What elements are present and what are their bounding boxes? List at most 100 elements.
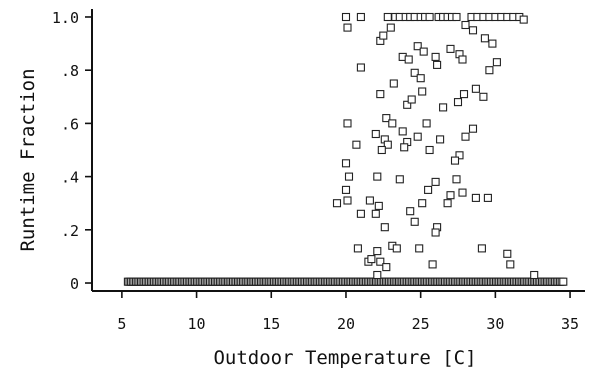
data-point xyxy=(477,244,486,253)
data-point xyxy=(352,140,361,149)
data-point xyxy=(343,119,352,128)
data-point xyxy=(425,12,434,22)
data-point xyxy=(468,124,478,133)
data-point xyxy=(450,156,460,165)
data-point xyxy=(436,135,445,144)
data-point xyxy=(376,257,385,266)
data-point xyxy=(383,140,392,149)
y-tick-label: .4 xyxy=(61,169,79,187)
x-axis-label: Outdoor Temperature [C] xyxy=(213,347,476,369)
data-point xyxy=(413,132,422,141)
data-point xyxy=(471,193,480,202)
data-point xyxy=(443,199,452,208)
data-point xyxy=(376,90,385,99)
data-point xyxy=(433,60,442,69)
data-point xyxy=(416,74,425,83)
data-point xyxy=(395,175,404,184)
data-point xyxy=(446,44,455,53)
x-tick-label: 15 xyxy=(262,315,280,333)
data-point xyxy=(453,98,463,107)
data-point xyxy=(404,55,413,64)
data-point xyxy=(374,201,383,210)
data-point xyxy=(400,143,409,152)
data-point xyxy=(415,244,424,253)
data-point xyxy=(410,68,419,77)
data-point xyxy=(428,260,437,269)
y-axis-label: Runtime Fraction xyxy=(17,68,39,251)
data-point xyxy=(356,209,365,218)
data-point xyxy=(398,127,407,136)
data-point xyxy=(403,100,412,109)
data-point xyxy=(379,31,388,40)
data-point xyxy=(344,172,354,181)
data-point xyxy=(559,277,568,286)
data-point xyxy=(422,119,431,128)
data-point xyxy=(380,223,389,232)
data-point xyxy=(431,52,440,61)
x-tick-label: 10 xyxy=(188,315,206,333)
data-point xyxy=(373,247,382,256)
data-point xyxy=(425,145,434,155)
data-point xyxy=(431,177,440,186)
data-point xyxy=(418,199,427,208)
x-tick-label: 20 xyxy=(337,315,355,333)
data-point xyxy=(371,129,380,139)
data-point xyxy=(356,12,365,22)
data-point xyxy=(439,103,448,112)
data-point xyxy=(519,15,528,24)
data-point xyxy=(461,132,470,141)
data-point xyxy=(413,42,422,51)
y-tick-label: .8 xyxy=(61,62,79,80)
x-tick-label: 5 xyxy=(117,315,126,333)
data-point xyxy=(424,185,433,194)
data-point xyxy=(471,84,480,93)
x-tick-label: 30 xyxy=(486,315,504,333)
data-point xyxy=(458,55,467,64)
y-tick-label: 1.0 xyxy=(52,9,79,27)
data-point xyxy=(353,244,362,253)
data-point xyxy=(343,23,352,32)
data-point xyxy=(458,188,467,197)
data-point xyxy=(459,90,469,99)
data-point xyxy=(343,196,352,205)
data-point xyxy=(452,12,461,22)
data-point xyxy=(431,228,440,237)
data-point xyxy=(377,145,386,155)
y-tick-label: 0 xyxy=(70,275,79,293)
data-point xyxy=(383,12,392,22)
axes xyxy=(91,9,585,292)
x-tick-label: 25 xyxy=(412,315,430,333)
data-point xyxy=(506,260,515,269)
data-point xyxy=(341,12,351,22)
data-point xyxy=(382,114,391,123)
data-point xyxy=(452,175,461,184)
data-point xyxy=(341,159,351,168)
data-point xyxy=(530,270,539,280)
data-point xyxy=(503,249,512,258)
data-point xyxy=(371,209,380,218)
data-point xyxy=(407,95,416,104)
y-tick-label: .6 xyxy=(61,115,79,133)
data-point xyxy=(455,151,464,160)
data-point xyxy=(332,199,342,208)
data-point xyxy=(367,255,376,264)
data-point xyxy=(485,66,494,75)
data-point xyxy=(406,207,415,216)
data-point xyxy=(341,185,351,194)
data-point xyxy=(492,58,501,67)
data-point xyxy=(392,244,401,253)
data-point xyxy=(480,34,489,43)
data-point xyxy=(373,172,382,181)
y-tick-label: .2 xyxy=(61,222,79,240)
data-point xyxy=(483,193,492,202)
data-point xyxy=(365,196,374,205)
data-point xyxy=(446,191,455,200)
data-point xyxy=(386,23,395,32)
data-point xyxy=(468,26,478,35)
data-point xyxy=(388,119,397,128)
data-point xyxy=(389,79,398,88)
data-point xyxy=(382,263,391,272)
data-point xyxy=(419,47,428,56)
data-point xyxy=(461,20,470,30)
